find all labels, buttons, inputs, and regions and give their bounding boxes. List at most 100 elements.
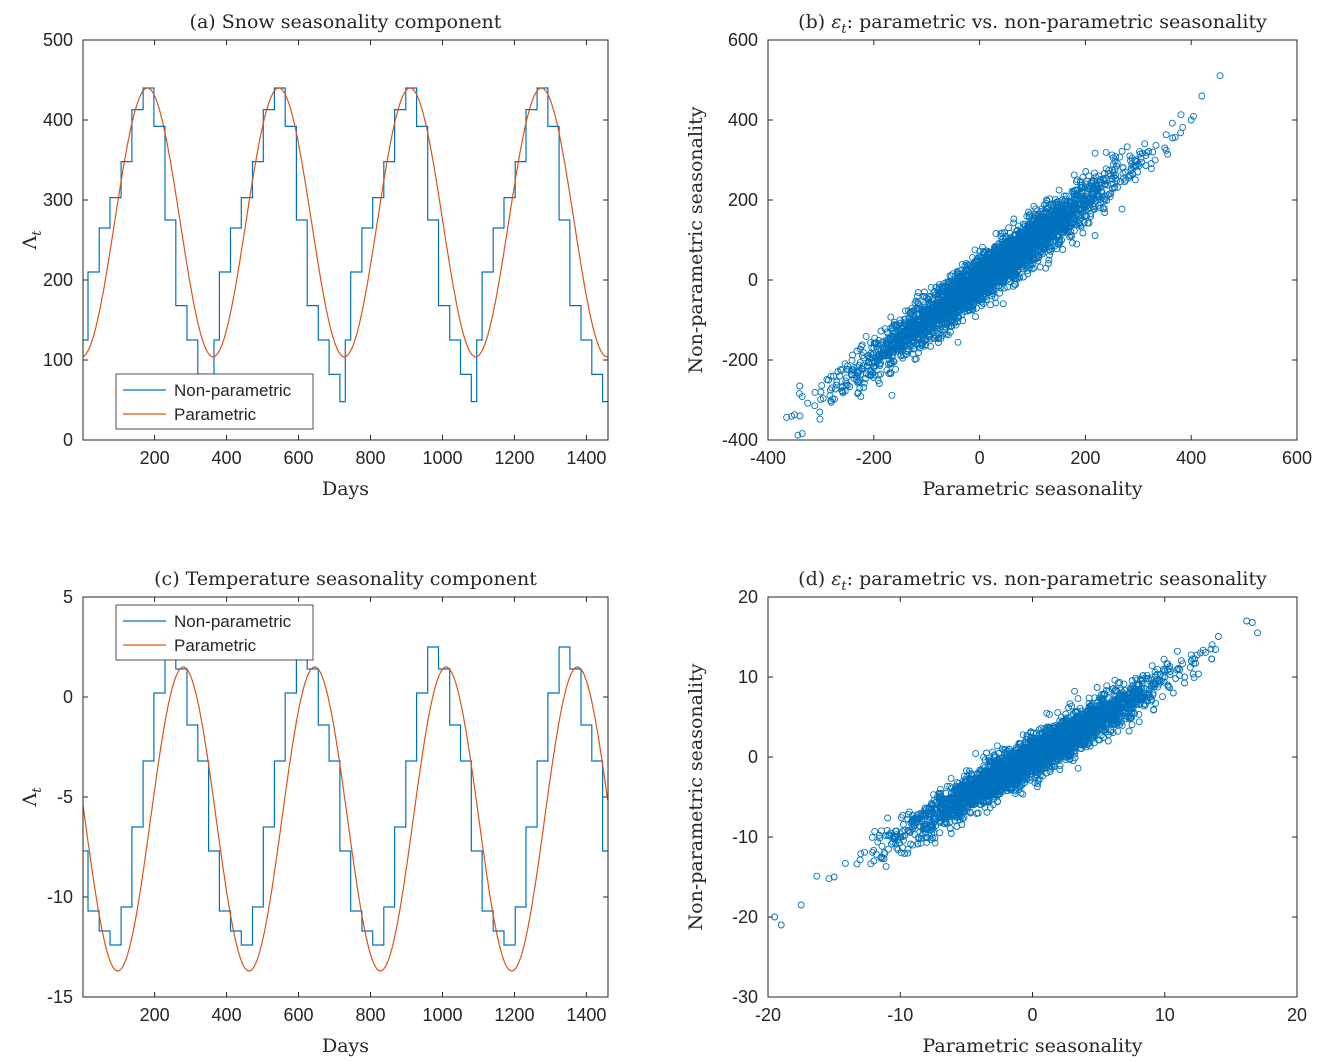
scatter-point <box>997 233 1005 240</box>
title-epsilon: ε <box>831 11 841 33</box>
scatter-point <box>1069 239 1076 247</box>
scatter-point <box>1045 256 1053 264</box>
scatter-point <box>874 358 882 365</box>
scatter-point <box>885 370 893 378</box>
y-tick-label: 100 <box>43 350 73 370</box>
scatter-point <box>1091 149 1099 157</box>
title-rest: : parametric vs. non-parametric seasonal… <box>847 11 1267 33</box>
scatter-point <box>847 367 855 375</box>
scatter-point <box>914 289 922 296</box>
y-tick-label: 0 <box>63 687 73 707</box>
y-tick-label: -30 <box>732 987 758 1007</box>
scatter-point <box>992 229 1000 237</box>
scatter-point <box>853 347 861 355</box>
scatter-point <box>838 366 846 374</box>
y-axis-symbol: Λ <box>19 792 41 807</box>
legend: Non-parametric Parametric <box>115 604 314 661</box>
scatter-point <box>875 380 883 387</box>
scatter-point <box>1116 153 1124 161</box>
scatter-point <box>958 260 966 268</box>
scatter-point <box>1112 175 1120 182</box>
chart-panel-b: -400 -200 0 200 400 600-400-2000200400600Para… <box>685 11 1312 500</box>
scatter-point <box>875 371 883 379</box>
scatter-point <box>904 307 912 315</box>
x-tick-label: 1000 <box>422 1005 462 1025</box>
scatter-point <box>879 345 887 353</box>
x-tick-label: 1400 <box>566 448 606 468</box>
scatter-point <box>1091 169 1098 177</box>
scatter-point <box>886 369 894 377</box>
x-tick-label: 1400 <box>566 1005 606 1025</box>
scatter-point <box>1131 176 1139 184</box>
chart-panel-c: 200 400 600 800 1000 1200 1400-15-10-505DaysΛt… <box>19 568 609 1057</box>
x-axis-label: Parametric seasonality <box>922 478 1142 500</box>
title-rest: : parametric vs. non-parametric seasonal… <box>847 568 1267 590</box>
scatter-point <box>1034 207 1041 215</box>
scatter-point <box>934 328 942 336</box>
y-tick-label: -15 <box>47 987 73 1007</box>
x-tick-label: 0 <box>975 448 985 468</box>
scatter-point <box>1107 189 1115 197</box>
scatter-point <box>854 378 862 386</box>
scatter-point <box>992 299 1000 307</box>
y-tick-label: -10 <box>732 827 758 847</box>
x-tick-label: 600 <box>284 1005 314 1025</box>
scatter-point <box>1132 156 1140 164</box>
x-tick-label: 1200 <box>494 448 534 468</box>
scatter-point <box>910 307 918 314</box>
scatter-point <box>1087 210 1095 218</box>
x-axis-label: Days <box>322 478 369 500</box>
x-tick-label: -200 <box>856 448 892 468</box>
chart-panel-a: 200 400 600 800 1000 1200 14000100200300400500… <box>19 11 609 500</box>
legend-label: Parametric <box>174 636 257 655</box>
scatter-point <box>1143 149 1151 157</box>
scatter-point <box>888 391 896 399</box>
y-tick-label: -10 <box>47 887 73 907</box>
scatter-point <box>816 415 824 423</box>
title-epsilon: ε <box>831 568 841 590</box>
scatter-point <box>866 353 873 361</box>
scatter-point <box>1123 143 1131 151</box>
scatter-point <box>1075 220 1083 228</box>
scatter-point <box>946 272 954 280</box>
x-tick-label: 200 <box>140 448 170 468</box>
scatter-point <box>1046 251 1054 259</box>
y-tick-label: -400 <box>722 430 758 450</box>
x-tick-label: -400 <box>750 448 786 468</box>
scatter-point <box>1190 112 1197 120</box>
y-tick-label: -20 <box>732 907 758 927</box>
scatter-point <box>954 338 962 346</box>
scatter-point <box>1066 233 1074 241</box>
scatter-point <box>1171 133 1179 141</box>
title-subscript: t <box>841 22 847 37</box>
chart-title: (d) εt: parametric vs. non-parametric se… <box>798 568 1267 594</box>
y-axis-subscript: t <box>30 787 45 793</box>
scatter-point <box>864 362 871 370</box>
y-tick-label: 200 <box>43 270 73 290</box>
y-tick-label: 500 <box>43 30 73 50</box>
y-axis-label: Λt <box>19 787 45 808</box>
y-tick-label: 600 <box>728 30 758 50</box>
scatter-point <box>1055 186 1063 194</box>
scatter-point <box>811 402 819 410</box>
legend-box <box>115 373 314 430</box>
scatter-point <box>1164 150 1172 158</box>
plot-area <box>768 597 1297 997</box>
legend-label: Non-parametric <box>174 612 292 631</box>
scatter-point <box>1030 264 1038 272</box>
scatter-point <box>1026 210 1034 218</box>
y-axis-subscript: t <box>30 230 45 236</box>
scatter-point <box>1067 231 1075 239</box>
scatter-point <box>1126 172 1134 180</box>
y-tick-label: 200 <box>728 190 758 210</box>
title-prefix: (d) <box>798 568 831 590</box>
x-tick-label: 400 <box>212 1005 242 1025</box>
scatter-point <box>865 359 872 366</box>
x-tick-label: 800 <box>355 1005 385 1025</box>
y-tick-label: 0 <box>748 270 758 290</box>
scatter-point <box>1059 246 1067 253</box>
x-tick-label: 1000 <box>422 448 462 468</box>
scatter-point <box>1100 175 1107 183</box>
plot-frame <box>82 39 609 441</box>
y-axis-label: Λt <box>19 230 45 251</box>
